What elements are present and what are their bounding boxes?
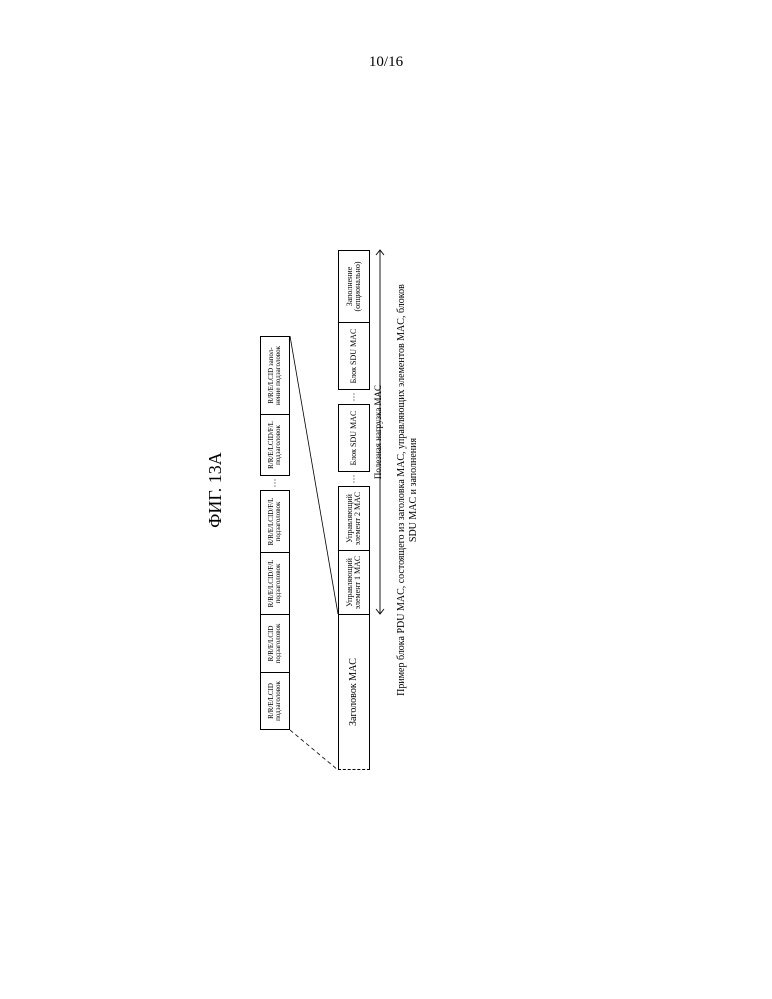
sdu-a-label: Блок SDU MAC bbox=[350, 407, 358, 469]
mapping-lines bbox=[290, 210, 338, 770]
subheader-6-padding: R/R/E/LCID запол- нение подзаголовок bbox=[260, 336, 290, 414]
subheader-3-bottom: подзаголовок bbox=[275, 554, 282, 613]
ctrl2-bottom: элемент 2 MAC bbox=[354, 489, 362, 548]
mac-sdu-block-b: Блок SDU MAC bbox=[338, 322, 370, 390]
subheader-2: R/R/E/LCID подзаголовок bbox=[260, 614, 290, 672]
mac-sdu-block-a: Блок SDU MAC bbox=[338, 404, 370, 472]
subheader-1-bottom: подзаголовок bbox=[275, 674, 282, 728]
mac-ctrl-element-2: Управляющий элемент 2 MAC bbox=[338, 486, 370, 550]
subheader-6-bottom: нение подзаголовок bbox=[275, 338, 282, 413]
subheader-4-bottom: подзаголовок bbox=[275, 492, 282, 551]
pdu-ellipsis-2: ··· bbox=[338, 390, 370, 404]
mac-subheader-row: R/R/E/LCID подзаголовок R/R/E/LCID подза… bbox=[260, 210, 290, 730]
figure-rotated-container: ФИГ. 13A R/R/E/LCID подзаголовок R/R/E/L… bbox=[205, 210, 420, 770]
figure-title: ФИГ. 13A bbox=[205, 210, 226, 770]
pdu-ellipsis-1: ··· bbox=[338, 472, 370, 486]
subheader-1: R/R/E/LCID подзаголовок bbox=[260, 672, 290, 730]
mac-ctrl-element-1: Управляющий элемент 1 MAC bbox=[338, 550, 370, 614]
subheader-3: R/R/E/LCID/F/L подзаголовок bbox=[260, 552, 290, 614]
figure-caption: Пример блока PDU MAC, состоящего из заго… bbox=[396, 210, 420, 770]
sdu-b-label: Блок SDU MAC bbox=[350, 325, 358, 387]
subheader-5: R/R/E/LCID/F/L подзаголовок bbox=[260, 414, 290, 476]
subheader-2-bottom: подзаголовок bbox=[275, 616, 282, 671]
subheader-4: R/R/E/LCID/F/L подзаголовок bbox=[260, 490, 290, 552]
mac-padding-block: Заполнение (опционально) bbox=[338, 250, 370, 322]
payload-arrow-row: Полезная нагрузка MAC bbox=[370, 210, 392, 770]
page-number: 10/16 bbox=[0, 54, 772, 71]
caption-line-1: Пример блока PDU MAC, состоящего из заго… bbox=[396, 210, 408, 770]
subheader-ellipsis: ··· bbox=[260, 476, 290, 490]
payload-label: Полезная нагрузка MAC bbox=[373, 250, 383, 614]
padding-bottom: (опционально) bbox=[354, 253, 362, 320]
mac-header-block: Заголовок MAC bbox=[338, 614, 370, 770]
ctrl1-bottom: элемент 1 MAC bbox=[354, 553, 362, 612]
mac-header-label: Заголовок MAC bbox=[349, 617, 360, 767]
caption-line-2: SDU MAC и заполнения bbox=[408, 210, 420, 770]
subheader-5-bottom: подзаголовок bbox=[275, 416, 282, 474]
mac-pdu-row: Заголовок MAC Управляющий элемент 1 MAC … bbox=[338, 210, 370, 770]
